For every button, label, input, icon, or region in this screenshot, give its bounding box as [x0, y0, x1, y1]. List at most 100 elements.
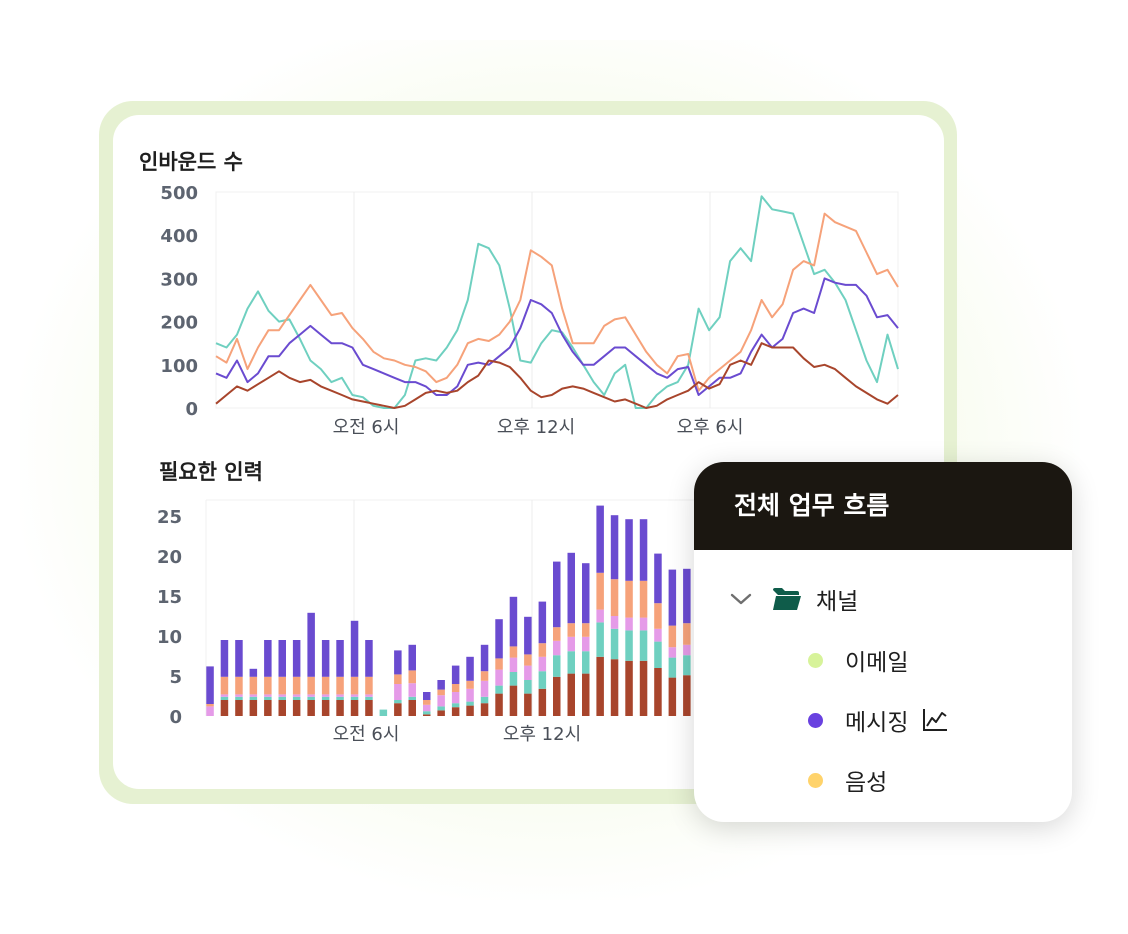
- bar-segment: [524, 616, 532, 655]
- bar-segment: [321, 640, 330, 677]
- bar-segment: [264, 696, 272, 700]
- y-tick-label: 0: [185, 399, 198, 420]
- channel-item-messaging[interactable]: 메시징: [808, 703, 948, 737]
- bar-segment: [264, 640, 272, 677]
- bar-segment: [596, 609, 604, 623]
- bar-segment: [582, 563, 590, 624]
- bar-segment: [278, 640, 286, 677]
- bar-segment: [668, 569, 677, 626]
- bar-segment: [307, 694, 315, 697]
- bar-segment: [625, 660, 633, 716]
- inbound-line-chart: 500 400 300 200 100 0 오전 6시 오후 12시 오후 6시: [160, 183, 899, 438]
- bar-segment: [582, 636, 590, 652]
- bar-segment: [206, 704, 214, 707]
- bar-segment: [249, 668, 258, 677]
- bar-segment: [683, 623, 691, 645]
- bar-segment: [668, 677, 677, 716]
- bar-segment: [668, 625, 677, 648]
- bar-segment: [582, 673, 590, 716]
- y-tick-label: 200: [160, 313, 198, 334]
- bar-segment: [567, 673, 575, 716]
- staff-bar-chart: 25 20 15 10 5 0 오전 6시 오후 12시: [157, 499, 700, 745]
- chevron-down-icon[interactable]: [730, 592, 754, 606]
- staff-chart-title: 필요한 인력: [159, 460, 263, 484]
- bar-segment: [567, 623, 575, 637]
- line-chart-icon[interactable]: [922, 708, 948, 732]
- bar-segment: [321, 676, 330, 695]
- channel-item-label: 음성: [845, 770, 888, 796]
- bar-segment: [307, 700, 315, 716]
- bar-segment: [350, 676, 359, 695]
- x-tick-label: 오전 6시: [333, 417, 400, 438]
- bar-segment: [394, 684, 402, 700]
- x-tick-label: 오후 6시: [677, 417, 744, 438]
- bar-segment: [292, 640, 301, 677]
- bar-segment: [509, 646, 518, 658]
- channel-item-voice[interactable]: 음성: [808, 763, 887, 797]
- bar-segment: [220, 640, 229, 677]
- bar-segment: [495, 658, 503, 670]
- bar-segment: [292, 700, 301, 716]
- bar-segment: [365, 700, 373, 716]
- voice-color-dot: [808, 772, 823, 788]
- bar-segment: [451, 692, 460, 704]
- bar-segment: [466, 701, 474, 706]
- bar-segment: [350, 700, 359, 716]
- bar-segment: [683, 675, 691, 716]
- bar-segment: [321, 694, 330, 697]
- bar-segment: [408, 683, 416, 697]
- bar-segment: [423, 714, 431, 716]
- bar-segment: [654, 668, 662, 716]
- bar-segment: [292, 696, 301, 700]
- bar-segment: [292, 694, 301, 697]
- bar-segment: [365, 640, 373, 677]
- bar-segment: [423, 711, 431, 715]
- messaging-color-dot: [808, 712, 823, 728]
- y-tick-label: 300: [160, 269, 198, 290]
- bar-segment: [365, 694, 373, 697]
- bar-segment: [538, 601, 547, 644]
- bar-segment: [350, 694, 359, 697]
- bar-segment: [625, 630, 633, 661]
- bar-segment: [538, 688, 547, 716]
- bar-segment: [235, 676, 243, 695]
- y-tick-label: 100: [160, 356, 198, 377]
- bar-segment: [365, 676, 373, 695]
- bar-segment: [625, 580, 633, 618]
- bar-segment: [264, 700, 272, 716]
- bar-segment: [307, 696, 315, 700]
- bar-segment: [567, 636, 575, 652]
- bar-segment: [235, 700, 243, 716]
- bar-segment: [654, 628, 662, 642]
- bar-segment: [307, 612, 315, 677]
- channel-item-email[interactable]: 이메일: [808, 643, 908, 677]
- bar-segment: [220, 700, 229, 716]
- x-tick-label: 오후 12시: [497, 417, 575, 438]
- bar-segment: [480, 671, 489, 681]
- bar-segment: [394, 674, 402, 684]
- bar-segment: [278, 700, 286, 716]
- bar-segment: [264, 694, 272, 697]
- bar-segment: [408, 644, 416, 671]
- bar-segment: [336, 694, 344, 697]
- series-line-2: [215, 277, 899, 396]
- bar-segment: [495, 619, 503, 659]
- bar-segment: [437, 680, 445, 690]
- bar-segment: [321, 700, 330, 716]
- y-tick-label: 25: [157, 507, 182, 528]
- bar-segment: [365, 696, 373, 700]
- channel-folder-row[interactable]: 채널: [730, 582, 858, 616]
- bar-segment: [350, 696, 359, 700]
- bar-segment: [220, 676, 229, 695]
- bar-segment: [495, 685, 503, 694]
- bar-segment: [654, 641, 662, 668]
- bar-segment: [235, 694, 243, 697]
- bar-segment: [495, 693, 503, 716]
- bar-segment: [423, 700, 431, 705]
- bar-segment: [509, 672, 518, 686]
- bar-segment: [610, 628, 619, 660]
- bar-segment: [596, 622, 604, 657]
- x-tick-label: 오전 6시: [333, 724, 400, 745]
- bar-segment: [625, 519, 633, 581]
